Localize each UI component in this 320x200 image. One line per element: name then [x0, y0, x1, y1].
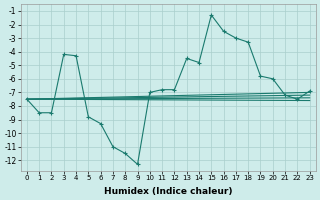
- X-axis label: Humidex (Indice chaleur): Humidex (Indice chaleur): [104, 187, 233, 196]
